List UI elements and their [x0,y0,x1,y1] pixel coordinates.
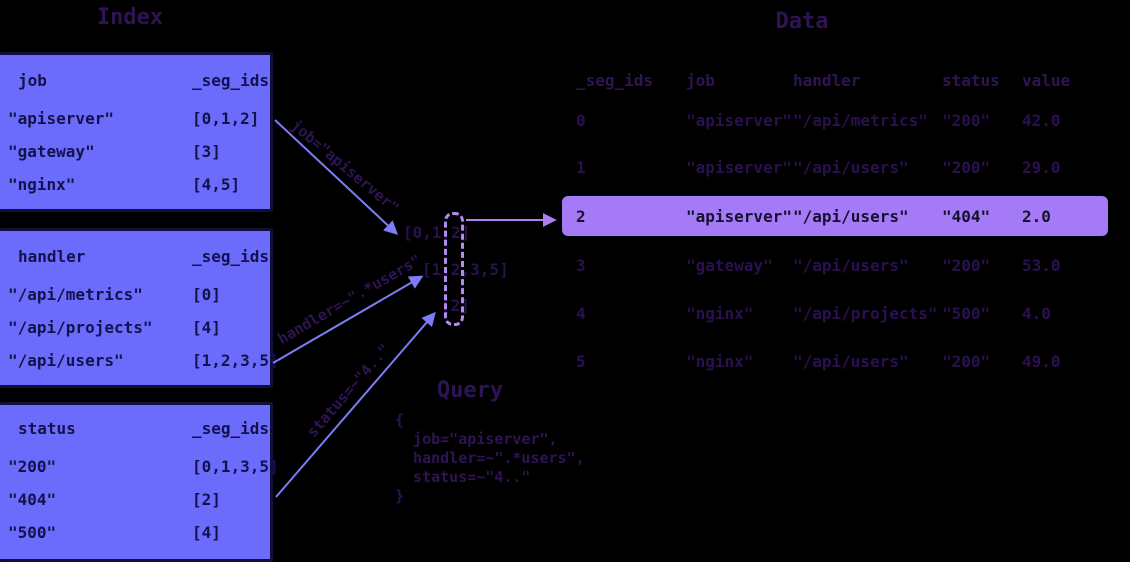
index-table-status: status _seg_ids "200" [0,1,3,5] "404" [2… [0,402,279,562]
cell-handler: "/api/users" [793,351,909,371]
index-row: "404" [2] [0,490,270,510]
cell-status: "200" [942,110,991,130]
job-arrow [274,119,399,235]
cell-seg-id: 3 [576,255,586,275]
cell-status: "404" [942,206,991,226]
cell-handler: "/api/projects" [793,303,938,323]
column-header: value [1022,70,1071,90]
index-row: "/api/metrics" [0] [0,285,270,305]
label-value: "500" [8,523,57,542]
label-value: "/api/users" [8,351,124,370]
cell-value: 4.0 [1022,303,1051,323]
index-row: "500" [4] [0,523,270,543]
seg-ids-value: [4] [192,318,221,337]
data-row-5: 5 "nginx" "/api/users" "200" 49.0 [562,341,1108,381]
cell-handler: "/api/users" [793,206,909,226]
cell-value: 49.0 [1022,351,1061,371]
label-value: "nginx" [8,175,76,194]
cell-value: 29.0 [1022,157,1061,177]
seg-ids-value: [4] [192,523,221,542]
data-row-3: 3 "gateway" "/api/users" "200" 53.0 [562,245,1108,285]
label-value: "404" [8,490,57,509]
cell-seg-id: 2 [576,206,586,226]
label-value: "/api/metrics" [8,285,143,304]
cell-seg-id: 1 [576,157,586,177]
query-section-title: Query [436,378,504,403]
column-header: job [18,71,47,90]
data-row-2-highlighted: 2 "apiserver" "/api/users" "404" 2.0 [562,196,1108,236]
job-seg-ids-list: [0,1,2] [403,223,471,242]
index-row: "200" [0,1,3,5] [0,457,279,477]
index-row: "/api/users" [1,2,3,5] [0,351,279,371]
status-arrow-label: status=~"4.." [303,340,394,441]
index-row: "gateway" [3] [0,142,270,162]
index-row: "apiserver" [0,1,2] [0,109,270,129]
label-value: "200" [8,457,57,476]
handler-seg-ids-list: [1,2,3,5] [422,260,509,279]
index-table-status-header: status _seg_ids [0,419,270,439]
query-code-block: { job="apiserver", handler=~".*users", s… [395,411,585,505]
column-header: _seg_ids [576,70,654,90]
label-value: "/api/projects" [8,318,153,337]
job-arrow-label: job="apiserver" [287,116,403,217]
seg-ids-value: [1,2,3,5] [192,351,279,370]
cell-value: 42.0 [1022,110,1061,130]
index-section-title: Index [96,5,164,30]
handler-arrow-label: handler=~".*users" [274,250,425,348]
cell-job: "nginx" [686,351,754,371]
cell-job: "apiserver" [686,157,792,177]
index-row: "nginx" [4,5] [0,175,270,195]
column-header: _seg_ids [192,419,270,438]
column-header: _seg_ids [192,247,270,266]
cell-value: 53.0 [1022,255,1061,275]
index-table-job: job _seg_ids "apiserver" [0,1,2] "gatewa… [0,52,273,212]
cell-handler: "/api/users" [793,157,909,177]
seg-ids-value: [4,5] [192,175,241,194]
data-row-0: 0 "apiserver" "/api/metrics" "200" 42.0 [562,100,1108,140]
column-header: _seg_ids [192,71,270,90]
cell-seg-id: 4 [576,303,586,323]
cell-value: 2.0 [1022,206,1051,226]
seg-ids-value: [0] [192,285,221,304]
cell-job: "apiserver" [686,110,792,130]
index-row: "/api/projects" [4] [0,318,270,338]
seg-ids-value: [0,1,2] [192,109,260,128]
seg-ids-value: [2] [192,490,221,509]
index-table-handler: handler _seg_ids "/api/metrics" [0] "/ap… [0,228,279,388]
column-header: status [942,70,1000,90]
cell-handler: "/api/metrics" [793,110,928,130]
data-row-4: 4 "nginx" "/api/projects" "500" 4.0 [562,293,1108,333]
cell-job: "gateway" [686,255,773,275]
index-table-handler-header: handler _seg_ids [0,247,270,267]
cell-status: "200" [942,351,991,371]
cell-seg-id: 5 [576,351,586,371]
column-header: handler [793,70,861,90]
seg-ids-value: [3] [192,142,221,161]
label-value: "apiserver" [8,109,114,128]
cell-job: "nginx" [686,303,754,323]
seg-ids-value: [0,1,3,5] [192,457,279,476]
cell-handler: "/api/users" [793,255,909,275]
intersection-highlight-box [444,212,464,326]
index-table-job-header: job _seg_ids [0,71,270,91]
label-value: "gateway" [8,142,95,161]
data-section-title: Data [775,9,829,34]
data-row-1: 1 "apiserver" "/api/users" "200" 29.0 [562,147,1108,187]
cell-status: "500" [942,303,991,323]
cell-status: "200" [942,157,991,177]
column-header: handler [18,247,86,266]
data-table-header: _seg_ids job handler status value [562,60,1108,100]
cell-seg-id: 0 [576,110,586,130]
column-header: job [686,70,715,90]
cell-status: "200" [942,255,991,275]
column-header: status [18,419,76,438]
cell-job: "apiserver" [686,206,792,226]
